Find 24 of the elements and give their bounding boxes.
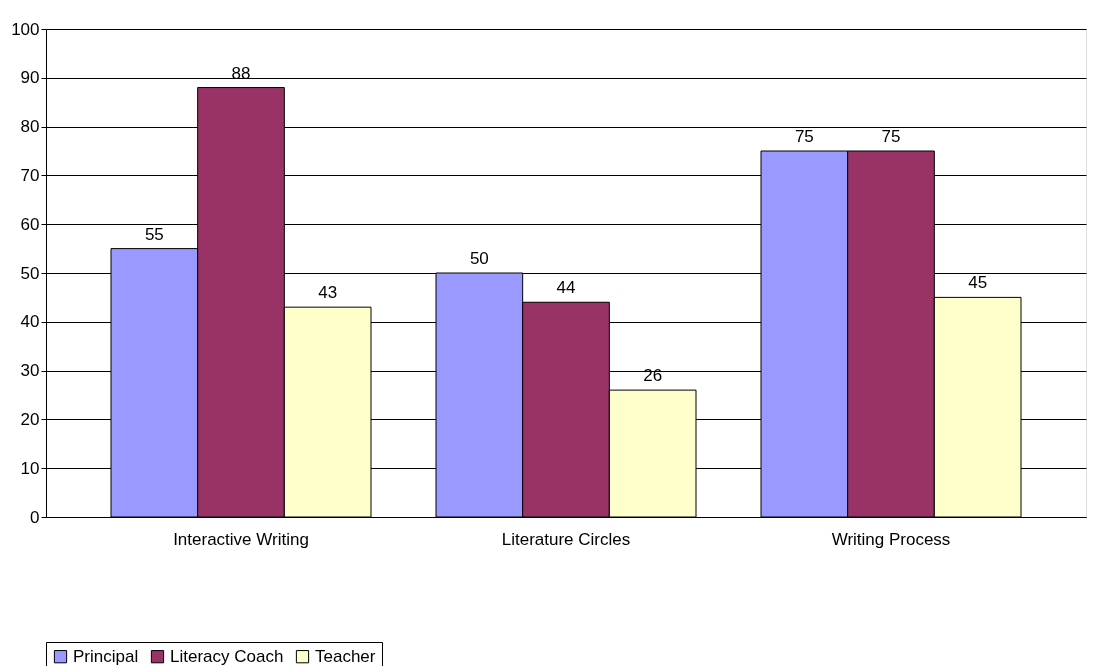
data-label: 50 [469, 249, 489, 268]
x-tick-label: Interactive Writing [173, 529, 309, 549]
data-label: 75 [794, 127, 814, 146]
y-tick-label: 60 [20, 214, 40, 234]
legend-label: Principal [73, 646, 139, 666]
data-label: 45 [968, 273, 988, 293]
y-tick-label: 0 [30, 507, 40, 527]
data-label: 55 [144, 224, 164, 244]
y-tick-label: 90 [20, 68, 40, 88]
data-label: 44 [556, 278, 576, 298]
x-tick-label: Literature Circles [501, 529, 631, 549]
legend-label: Teacher [315, 646, 376, 666]
y-tick-label: 10 [20, 458, 40, 478]
data-label: 75 [881, 127, 901, 146]
y-tick-label: 20 [20, 409, 40, 429]
legend-label: Literacy Coach [170, 646, 284, 666]
x-tick-label: Writing Process [831, 529, 951, 549]
y-tick-label: 50 [20, 263, 40, 283]
y-tick-label: 70 [20, 165, 40, 185]
y-tick-label: 30 [20, 361, 40, 381]
data-label: 43 [318, 283, 338, 303]
y-tick-label: 100 [11, 19, 40, 39]
y-tick-label: 80 [20, 117, 40, 137]
y-tick-label: 40 [20, 312, 40, 332]
